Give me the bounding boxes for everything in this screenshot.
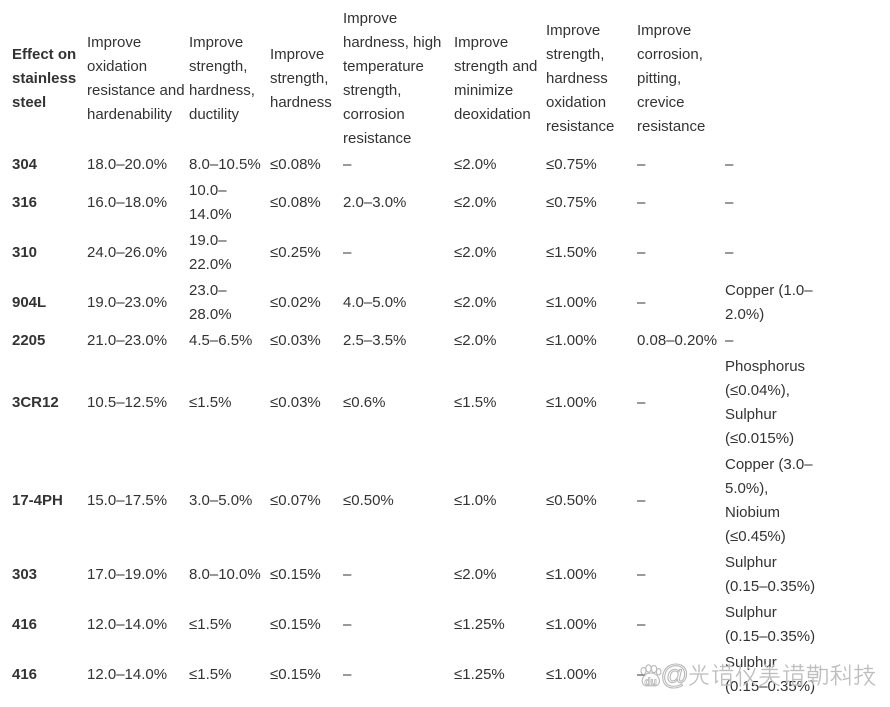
svg-text:@: @ [661, 659, 689, 690]
svg-text:du: du [645, 677, 657, 688]
